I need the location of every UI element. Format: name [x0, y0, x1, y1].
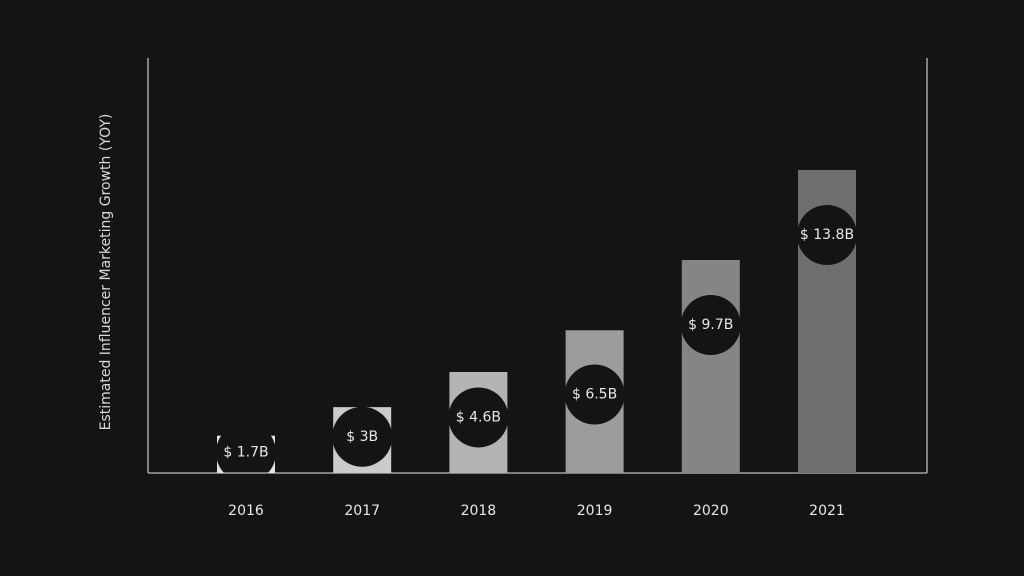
x-tick-labels: 2016 2017 2018 2019 2020 2021 [228, 503, 845, 519]
x-tick-2016: 2016 [228, 503, 264, 519]
labels-layer: $ 1.7B $ 3B $ 4.6B $ 6.5B $ 9.7B $ 13.8B [223, 227, 854, 460]
bars-layer [217, 169, 856, 473]
value-label-2018: $ 4.6B [456, 409, 501, 425]
bar-2016 [217, 435, 275, 473]
y-axis-label: Estimated Influencer Marketing Growth (Y… [98, 113, 114, 431]
value-label-2020: $ 9.7B [688, 317, 733, 333]
bar-2017 [333, 407, 392, 473]
bar-2018 [449, 371, 508, 473]
value-label-2019: $ 6.5B [572, 387, 617, 403]
bar-2020 [681, 260, 740, 473]
x-tick-2018: 2018 [461, 503, 497, 519]
value-label-2021: $ 13.8B [800, 227, 854, 243]
value-label-2016: $ 1.7B [223, 444, 268, 460]
bar-2021 [798, 169, 856, 473]
x-tick-2017: 2017 [344, 503, 380, 519]
x-tick-2020: 2020 [693, 503, 729, 519]
x-tick-2019: 2019 [577, 503, 613, 519]
x-tick-2021: 2021 [809, 503, 845, 519]
bar-2019 [565, 330, 624, 473]
value-label-2017: $ 3B [346, 429, 378, 445]
